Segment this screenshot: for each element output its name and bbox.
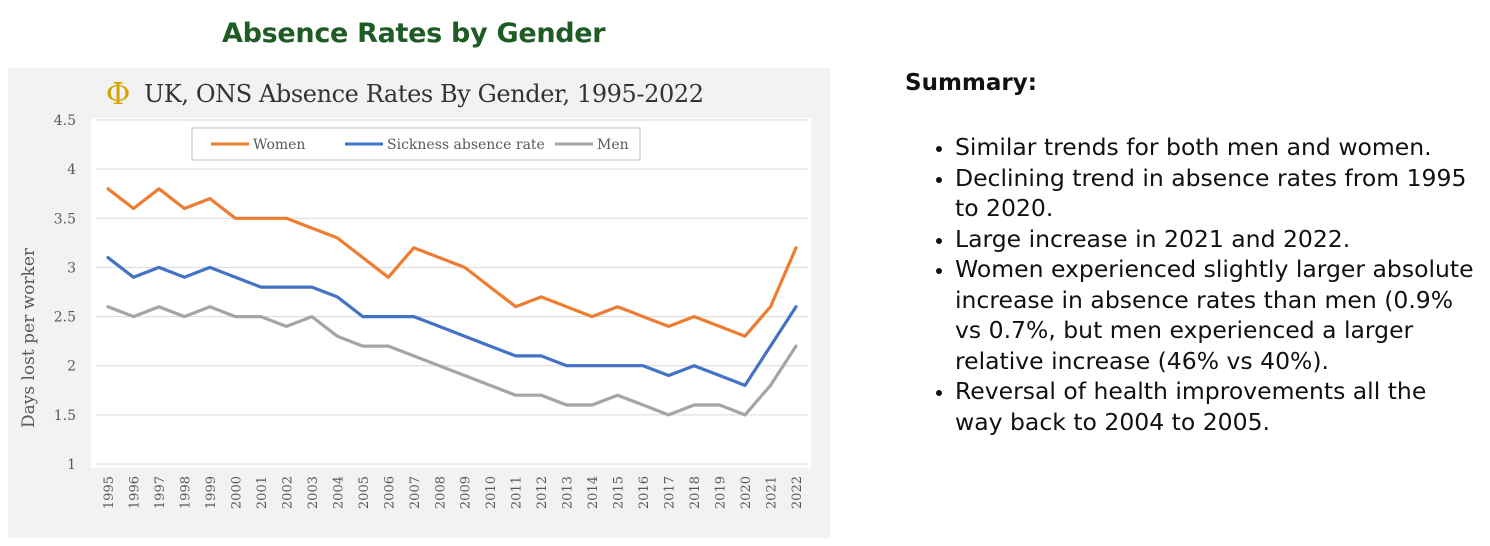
x-tick-label: 2005 bbox=[357, 476, 372, 509]
legend-label: Men bbox=[597, 137, 629, 153]
y-tick-label: 2 bbox=[67, 359, 76, 375]
summary-panel: Summary: Similar trends for both men and… bbox=[905, 70, 1480, 437]
x-tick-label: 2020 bbox=[739, 476, 754, 509]
x-tick-label: 2017 bbox=[663, 476, 678, 509]
x-tick-label: 2007 bbox=[408, 476, 423, 509]
y-tick-label: 1 bbox=[67, 457, 76, 473]
x-tick-label: 2006 bbox=[382, 476, 397, 509]
x-tick-label: 2016 bbox=[637, 476, 652, 509]
x-tick-label: 1996 bbox=[127, 476, 142, 509]
x-tick-label: 2002 bbox=[280, 476, 295, 509]
x-tick-label: 2010 bbox=[484, 476, 499, 509]
summary-bullet: Women experienced slightly larger absolu… bbox=[955, 254, 1480, 376]
page-title: Absence Rates by Gender bbox=[222, 18, 606, 49]
x-tick-label: 2022 bbox=[790, 476, 805, 509]
x-tick-label: 2013 bbox=[561, 476, 576, 509]
x-tick-label: 2003 bbox=[306, 476, 321, 509]
series-line-women bbox=[106, 187, 798, 338]
x-tick-label: 2018 bbox=[688, 476, 703, 509]
y-tick-label: 3 bbox=[67, 260, 76, 276]
summary-bullet: Similar trends for both men and women. bbox=[955, 132, 1480, 163]
x-tick-label: 2019 bbox=[714, 476, 729, 509]
summary-heading: Summary: bbox=[905, 70, 1037, 96]
y-tick-label: 4.5 bbox=[54, 113, 76, 129]
x-tick-label: 1999 bbox=[204, 476, 219, 509]
x-tick-label: 2008 bbox=[433, 476, 448, 509]
x-tick-label: 2004 bbox=[331, 476, 346, 509]
y-axis-label: Days lost per worker bbox=[19, 247, 39, 428]
publisher-logo-icon: Φ bbox=[105, 76, 131, 112]
x-tick-label: 1995 bbox=[102, 476, 117, 509]
chart-title: UK, ONS Absence Rates By Gender, 1995-20… bbox=[144, 80, 704, 108]
summary-list: Similar trends for both men and women. D… bbox=[905, 132, 1480, 437]
y-tick-label: 2.5 bbox=[54, 310, 76, 326]
x-tick-label: 2014 bbox=[586, 476, 601, 509]
x-tick-label: 2000 bbox=[229, 476, 244, 509]
y-tick-label: 3.5 bbox=[54, 211, 76, 227]
x-tick-label: 2021 bbox=[765, 476, 780, 509]
line-chart: 1 1.5 2 2.5 3 3.5 4 4.5 1995 1996 1997 1998 1999 200… bbox=[8, 68, 830, 538]
summary-bullet: Reversal of health improvements all the … bbox=[955, 376, 1480, 437]
line-chart-panel: 1 1.5 2 2.5 3 3.5 4 4.5 1995 1996 1997 1998 1999 200… bbox=[8, 68, 830, 538]
legend-label: Sickness absence rate bbox=[387, 137, 545, 153]
x-tick-label: 2009 bbox=[459, 476, 474, 509]
x-tick-label: 2011 bbox=[510, 476, 525, 509]
y-tick-label: 4 bbox=[67, 162, 76, 178]
chart-header: Φ UK, ONS Absence Rates By Gender, 1995-… bbox=[98, 76, 708, 112]
series-line-men bbox=[106, 305, 798, 417]
series-line-sickness-absence-rate bbox=[106, 256, 798, 387]
summary-bullet: Declining trend in absence rates from 19… bbox=[955, 163, 1480, 224]
y-tick-label: 1.5 bbox=[54, 408, 76, 424]
x-tick-label: 2001 bbox=[255, 476, 270, 509]
x-tick-label: 1997 bbox=[153, 476, 168, 509]
x-tick-label: 1998 bbox=[178, 476, 193, 509]
summary-bullet: Large increase in 2021 and 2022. bbox=[955, 224, 1480, 255]
legend-label: Women bbox=[253, 137, 305, 153]
x-tick-label: 2012 bbox=[535, 476, 550, 509]
x-tick-label: 2015 bbox=[612, 476, 627, 509]
